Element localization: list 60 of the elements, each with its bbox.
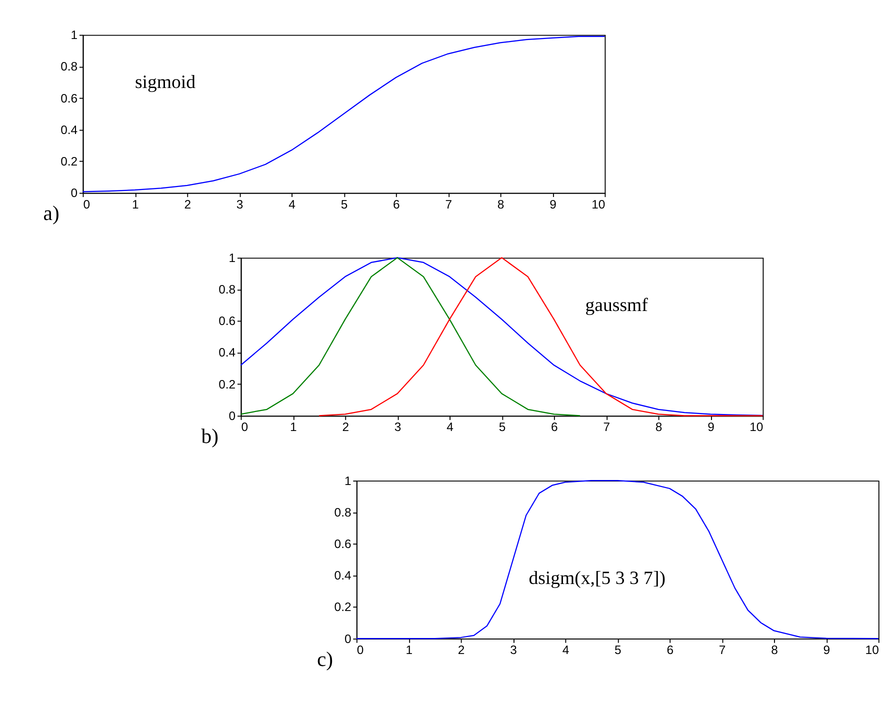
x-tick-label: 7 — [718, 643, 726, 658]
annotation: dsigm(x,[5 3 3 7]) — [528, 568, 666, 590]
y-tick-label: 0.6 — [334, 537, 352, 552]
x-tick-label: 2 — [458, 643, 465, 658]
text: a) — [43, 203, 60, 226]
y-tick-label: 0 — [344, 632, 352, 646]
line-series — [318, 257, 764, 416]
y-tick-label: 0 — [70, 186, 78, 200]
x-tick-label: 9 — [708, 420, 715, 434]
y-tick-label: 0.2 — [60, 154, 78, 168]
text: c) — [316, 648, 334, 671]
y-tick-label: 0.4 — [218, 346, 236, 360]
y-tick-label: 0.6 — [60, 91, 78, 106]
y-tick-label: 0.8 — [334, 505, 352, 520]
x-tick-label: 9 — [550, 197, 557, 212]
x-tick-label: 3 — [510, 643, 518, 658]
x-tick-label: 8 — [655, 420, 662, 434]
x-tick-label: 0 — [83, 197, 90, 212]
x-tick-label: 9 — [823, 643, 830, 658]
y-tick-label: 0.6 — [218, 314, 236, 328]
x-tick-label: 2 — [184, 197, 192, 212]
x-tick-label: 4 — [446, 420, 454, 434]
x-tick-label: 3 — [236, 197, 244, 212]
x-tick-label: 6 — [393, 197, 400, 212]
x-tick-label: 10 — [592, 197, 606, 212]
x-tick-label: 3 — [394, 420, 402, 434]
x-tick-label: 4 — [562, 643, 570, 658]
x-tick-label: 7 — [603, 420, 610, 434]
text: b) — [201, 426, 218, 448]
x-tick-label: 10 — [865, 643, 880, 658]
x-tick-label: 10 — [750, 420, 764, 434]
y-tick-label: 0.8 — [218, 282, 236, 297]
x-tick-label: 7 — [445, 197, 452, 212]
y-tick-label: 1 — [70, 28, 78, 42]
y-tick-label: 0.8 — [60, 60, 78, 74]
x-tick-label: 4 — [288, 197, 296, 212]
y-tick-label: 0.2 — [218, 377, 236, 392]
annotation: sigmoid — [134, 72, 196, 93]
x-tick-label: 5 — [498, 420, 506, 434]
line-series — [240, 257, 581, 416]
x-tick-label: 8 — [771, 643, 778, 658]
y-tick-label: 1 — [228, 250, 236, 265]
x-tick-label: 1 — [406, 643, 413, 658]
x-tick-label: 6 — [551, 420, 558, 434]
line-series — [356, 480, 879, 640]
x-tick-label: 5 — [340, 197, 348, 212]
y-tick-label: 0.4 — [334, 568, 352, 583]
y-tick-label: 0.2 — [334, 600, 352, 614]
x-tick-label: 6 — [666, 643, 674, 658]
annotation: gaussmf — [585, 294, 649, 316]
y-tick-label: 0.4 — [60, 122, 78, 137]
x-tick-label: 0 — [241, 420, 248, 434]
x-tick-label: 8 — [497, 197, 504, 212]
x-tick-label: 0 — [356, 643, 364, 658]
y-tick-label: 1 — [344, 474, 352, 488]
x-tick-label: 2 — [342, 420, 350, 434]
y-tick-label: 0 — [228, 408, 236, 423]
x-tick-label: 1 — [132, 197, 140, 212]
x-tick-label: 5 — [614, 643, 622, 658]
x-tick-label: 1 — [290, 420, 298, 434]
